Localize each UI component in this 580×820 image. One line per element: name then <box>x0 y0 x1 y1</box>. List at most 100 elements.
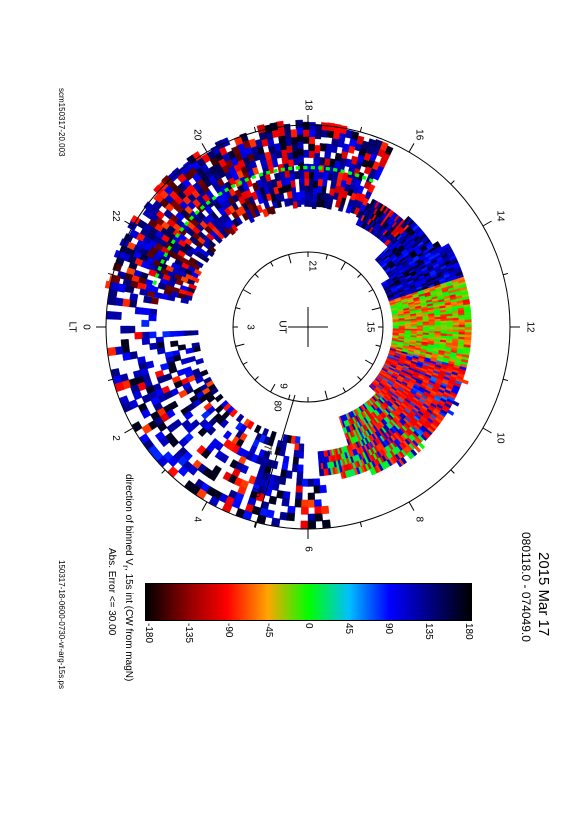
data-bin <box>302 149 310 158</box>
data-bin <box>308 185 314 194</box>
data-bin <box>154 273 160 279</box>
colorbar-tick-label: 135 <box>423 623 434 640</box>
data-bin <box>177 465 189 477</box>
ut-tick <box>324 390 328 400</box>
ut-labels: 3 9 15 21 UT <box>244 260 375 389</box>
data-bin <box>131 421 143 433</box>
data-bin <box>308 129 316 138</box>
data-bin <box>308 150 315 159</box>
ut-tick <box>375 344 381 347</box>
data-bin <box>140 408 152 419</box>
ut-tick <box>270 383 276 393</box>
plot-date: 2015 Mar 17 <box>535 552 552 637</box>
data-bin <box>292 456 299 466</box>
data-bin <box>170 340 179 348</box>
data-bin <box>157 265 162 272</box>
data-bin <box>188 215 195 221</box>
lt-tick-label: 0 <box>80 324 91 330</box>
data-bin <box>308 171 314 180</box>
data-bin <box>414 445 422 453</box>
ut-tick <box>235 307 241 310</box>
data-bin <box>269 122 279 132</box>
data-bin <box>403 215 411 224</box>
lt-tick <box>502 272 509 276</box>
data-bin <box>160 258 165 265</box>
data-bin <box>170 239 176 245</box>
data-bin <box>176 330 185 337</box>
data-bin <box>163 252 169 258</box>
data-bin <box>308 122 316 131</box>
data-bin <box>314 499 322 508</box>
data-bin <box>217 191 223 197</box>
data-bin <box>235 413 245 423</box>
ut-tick <box>364 359 374 365</box>
colorbar-tick-label: -180 <box>143 623 154 644</box>
data-bin <box>194 375 205 385</box>
data-bin <box>295 485 303 494</box>
data-bin <box>267 437 275 447</box>
data-bin <box>300 520 309 529</box>
data-bin <box>214 393 224 403</box>
data-bin <box>271 481 280 492</box>
data-bin <box>185 347 194 355</box>
lt-tick-label: 22 <box>110 210 121 222</box>
lt-tick <box>107 378 114 382</box>
data-bin <box>308 178 314 187</box>
data-bin <box>446 409 455 416</box>
caption-line2: Abs. Error <= 30.00 <box>106 548 117 636</box>
data-bin <box>310 165 315 170</box>
data-bin <box>156 347 166 355</box>
lt-tick-label: 2 <box>110 435 121 441</box>
ut-tick <box>242 361 248 365</box>
data-bin <box>304 198 309 207</box>
caption-line1: direction of binned Vr, 15s int (CW from… <box>121 474 134 681</box>
colorbar-tick-label: 90 <box>383 623 394 635</box>
data-bin <box>161 174 173 186</box>
data-bin <box>242 510 253 521</box>
lt-tick <box>161 180 166 185</box>
data-bin <box>307 478 315 487</box>
data-bin <box>219 418 229 429</box>
data-bin <box>134 332 143 340</box>
data-bin <box>195 357 205 366</box>
ut-tick <box>371 307 381 311</box>
data-bin <box>347 170 353 176</box>
ut-tick <box>342 387 346 393</box>
data-bin <box>273 168 278 173</box>
ut-tick <box>340 261 346 271</box>
data-bin <box>301 499 309 508</box>
ut-tick <box>235 343 245 347</box>
lt-tick-label: 14 <box>495 210 506 222</box>
data-bin <box>313 478 321 487</box>
lt-tick <box>450 469 455 474</box>
latitude-label: 75 <box>261 444 272 456</box>
data-bin <box>294 499 303 508</box>
data-bin <box>334 152 343 162</box>
data-bin <box>251 174 257 180</box>
data-bin <box>149 342 158 351</box>
data-bin <box>332 167 338 172</box>
data-bin <box>230 183 236 189</box>
data-bin <box>354 172 360 178</box>
lt-ticks <box>96 115 520 539</box>
data-bin <box>157 455 169 468</box>
data-bin <box>106 310 115 320</box>
data-bin <box>314 131 322 140</box>
data-bin <box>313 158 320 168</box>
data-bin <box>265 509 275 519</box>
data-bin <box>142 208 154 219</box>
data-bin <box>183 330 192 337</box>
data-bin <box>308 143 315 152</box>
data-bin <box>122 352 132 361</box>
data-bin <box>211 195 217 201</box>
data-bin <box>320 122 329 131</box>
lt-tick-label: 12 <box>524 321 535 333</box>
data-bin <box>107 296 117 306</box>
data-bin <box>340 169 346 174</box>
data-bin <box>297 464 304 473</box>
data-bin <box>442 243 451 250</box>
lt-tick <box>359 521 363 528</box>
lt-tick-label: 16 <box>413 129 424 141</box>
data-bin <box>178 389 188 399</box>
data-bin <box>325 166 331 171</box>
